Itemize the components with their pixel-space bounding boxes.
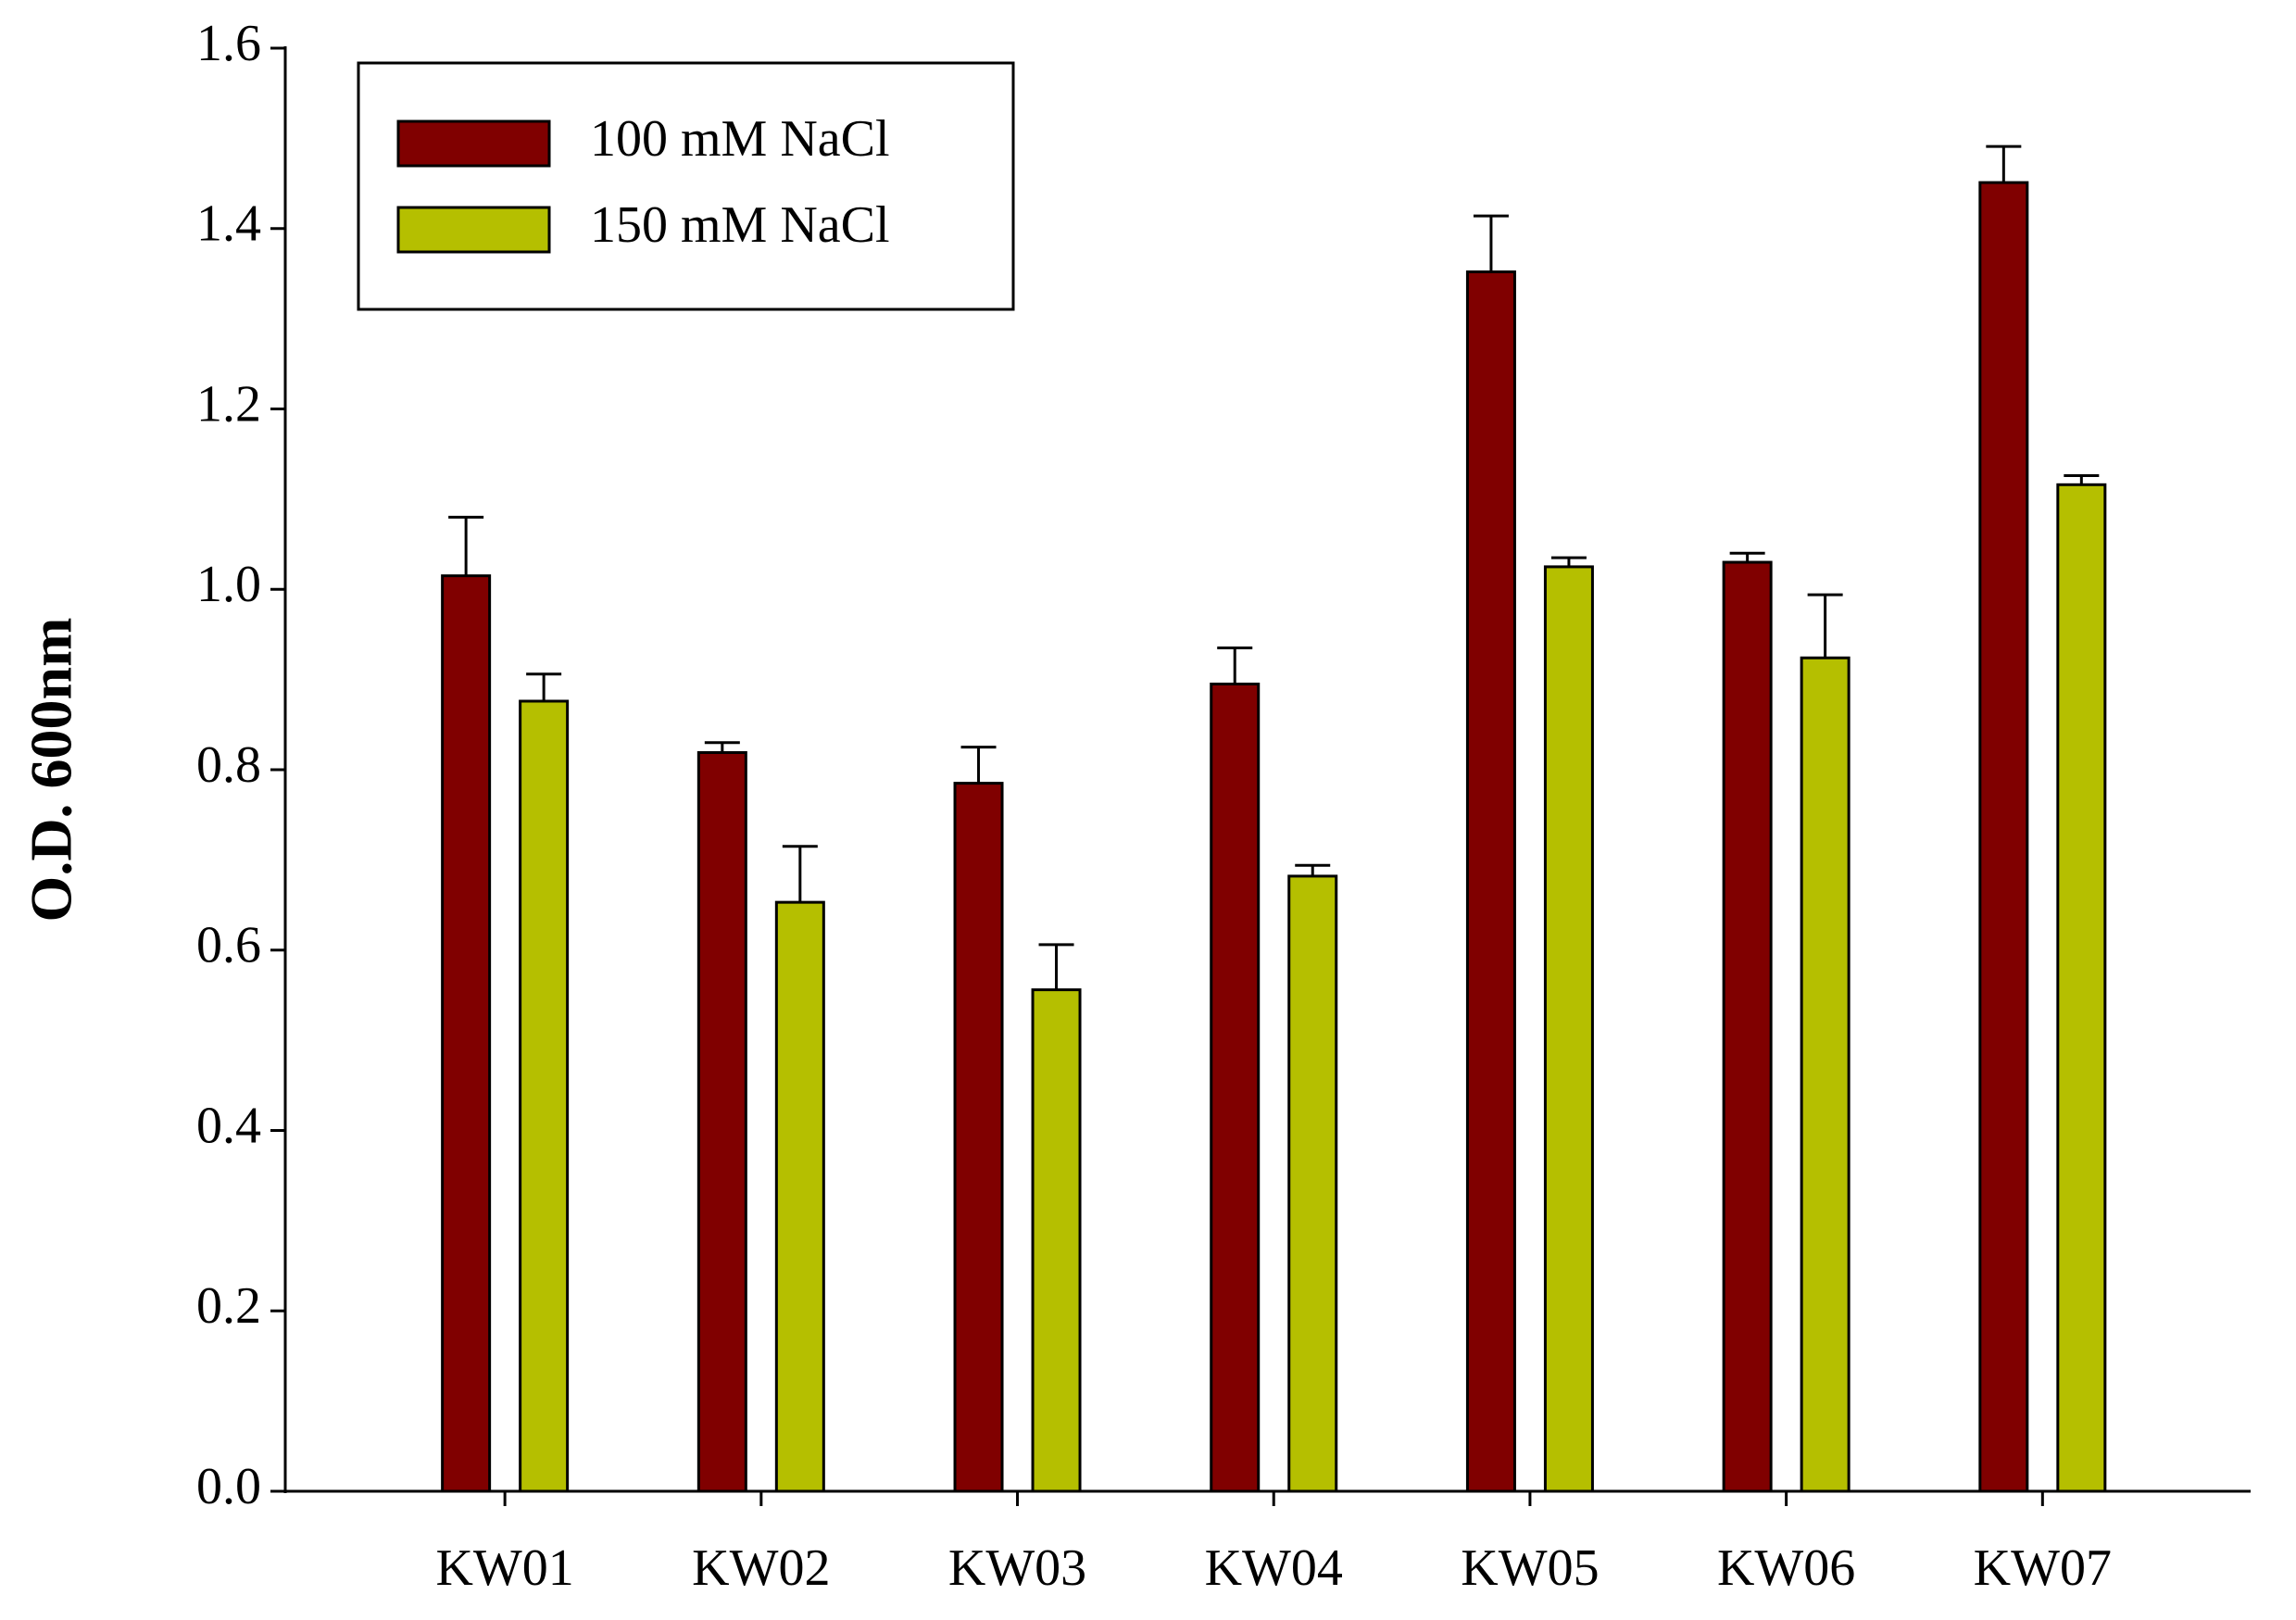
y-tick-label: 1.0	[196, 556, 261, 613]
x-tick-label: KW05	[1461, 1539, 1599, 1597]
bar	[1287, 874, 1338, 1493]
x-tick-label: KW04	[1205, 1539, 1343, 1597]
legend-label: 150 mM NaCl	[590, 196, 890, 254]
bar	[953, 782, 1004, 1493]
bar	[1543, 565, 1594, 1493]
bar	[519, 699, 570, 1493]
x-tick-label: KW06	[1717, 1539, 1855, 1597]
y-tick-label: 1.2	[196, 375, 261, 433]
bar	[696, 750, 747, 1493]
legend-label: 100 mM NaCl	[590, 110, 890, 168]
bar	[441, 574, 492, 1493]
y-tick-label: 1.6	[196, 15, 261, 72]
y-tick-label: 1.4	[196, 195, 261, 253]
x-tick-label: KW03	[948, 1539, 1086, 1597]
bar	[2056, 483, 2107, 1493]
y-axis-label: O.D. 600nm	[19, 618, 84, 923]
y-tick-label: 0.0	[196, 1458, 261, 1515]
bar	[1031, 988, 1082, 1493]
y-tick-label: 0.4	[196, 1097, 261, 1154]
legend-swatch	[396, 119, 551, 168]
legend-box	[357, 61, 1015, 311]
bar	[774, 900, 825, 1493]
bar	[1800, 656, 1851, 1493]
y-tick-label: 0.8	[196, 736, 261, 794]
x-tick-label: KW02	[692, 1539, 830, 1597]
bar	[1210, 682, 1261, 1493]
x-tick-label: KW01	[435, 1539, 573, 1597]
legend-swatch	[396, 206, 551, 254]
bar	[1465, 270, 1516, 1493]
x-tick-label: KW07	[1974, 1539, 2112, 1597]
y-tick-label: 0.6	[196, 917, 261, 974]
bar	[1978, 181, 2029, 1493]
y-tick-label: 0.2	[196, 1277, 261, 1335]
bar	[1722, 560, 1773, 1493]
